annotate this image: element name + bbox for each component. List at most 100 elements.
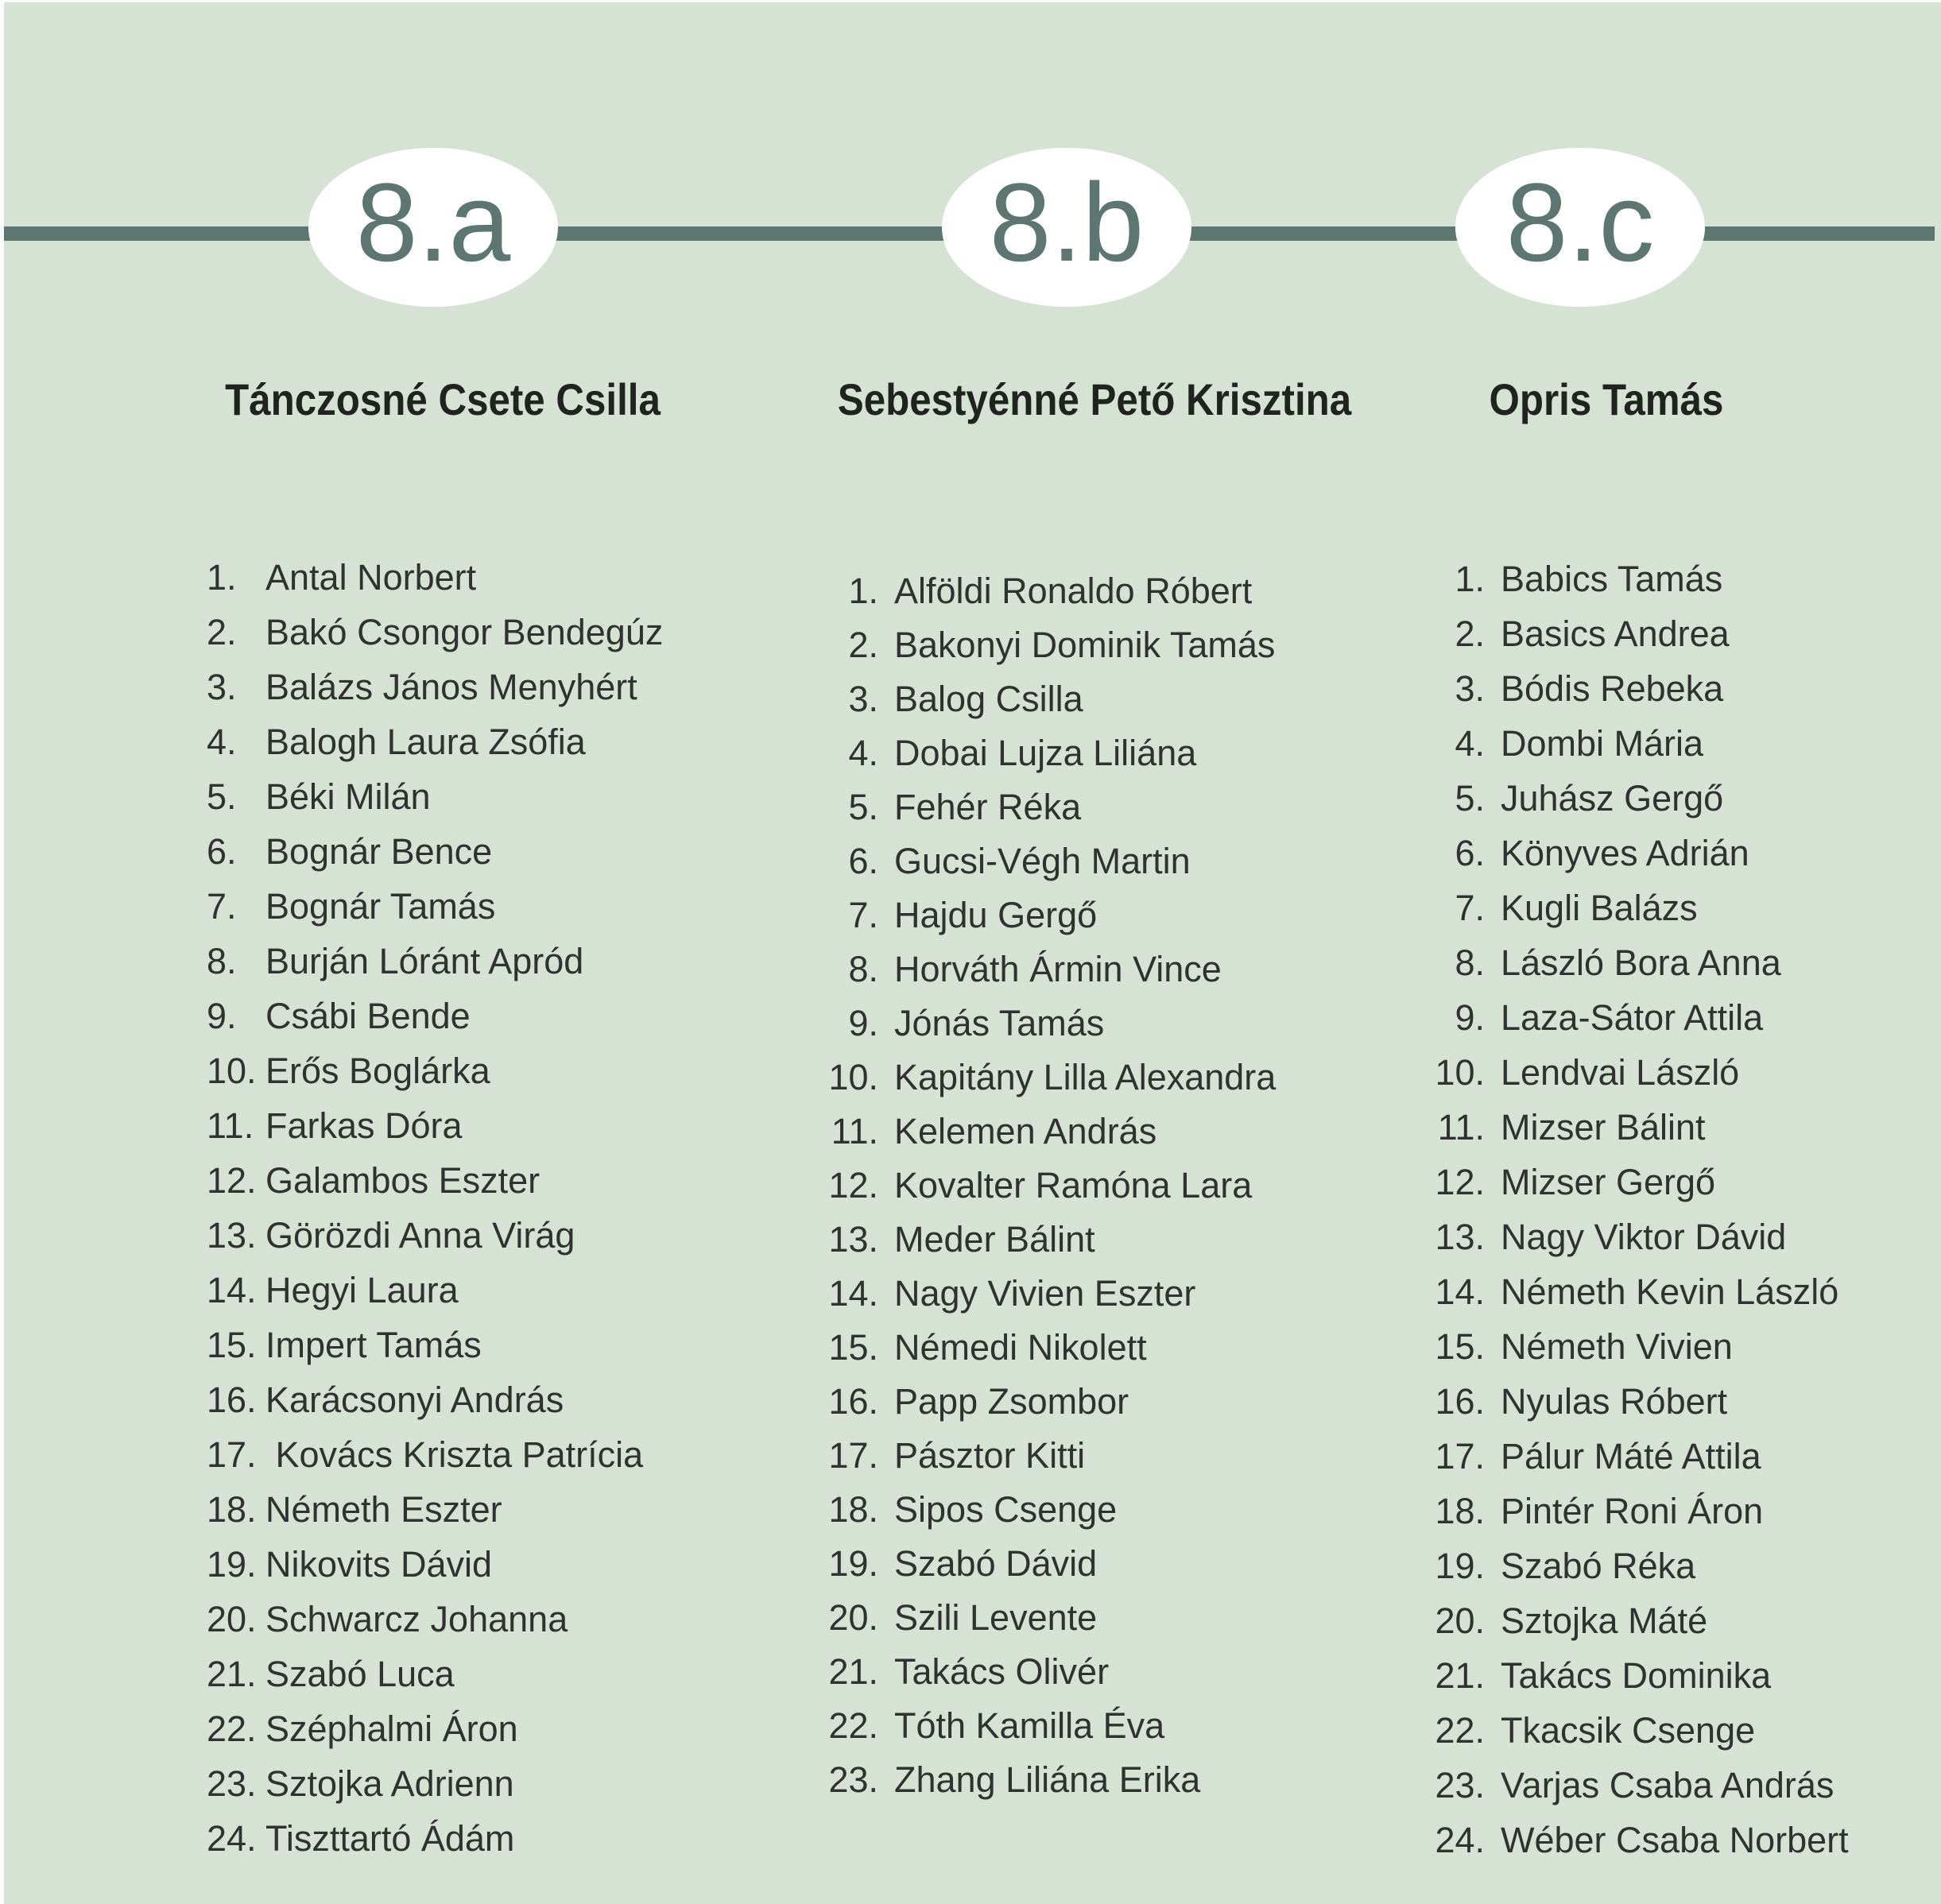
student-row: 21. Takács Dominika bbox=[1423, 1648, 1849, 1703]
student-number: 15. bbox=[207, 1325, 257, 1365]
student-row: 6. Gucsi-Végh Martin bbox=[811, 834, 1276, 888]
student-row: 23. Sztojka Adrienn bbox=[207, 1756, 663, 1811]
student-number: 6. bbox=[207, 831, 237, 872]
student-row: 2. Bakó Csongor Bendegúz bbox=[207, 605, 663, 660]
student-number: 16. bbox=[1435, 1381, 1485, 1422]
student-name: Bognár Tamás bbox=[265, 886, 496, 927]
student-number: 7. bbox=[848, 895, 878, 935]
student-name: Szabó Réka bbox=[1501, 1546, 1696, 1586]
student-name: Sztojka Máté bbox=[1501, 1600, 1708, 1641]
student-number: 11. bbox=[831, 1111, 878, 1151]
student-name: Németh Vivien bbox=[1501, 1326, 1733, 1367]
student-name: Bakonyi Dominik Tamás bbox=[894, 625, 1276, 665]
student-name: Könyves Adrián bbox=[1501, 833, 1749, 873]
student-name: Takács Dominika bbox=[1501, 1655, 1772, 1696]
student-number: 5. bbox=[207, 776, 237, 817]
student-number: 22. bbox=[828, 1705, 878, 1746]
student-number: 8. bbox=[207, 941, 237, 981]
student-row: 11. Farkas Dóra bbox=[207, 1098, 663, 1153]
student-row: 20. Schwarcz Johanna bbox=[207, 1592, 663, 1647]
student-list-8a: 1. Antal Norbert 2. Bakó Csongor Bendegúz 3.… bbox=[207, 550, 663, 1866]
student-row: 6. Könyves Adrián bbox=[1423, 826, 1849, 880]
student-name: Jónás Tamás bbox=[894, 1003, 1105, 1043]
student-name: Bódis Rebeka bbox=[1501, 668, 1724, 709]
student-number: 3. bbox=[1455, 668, 1485, 709]
student-name: Kovalter Ramóna Lara bbox=[894, 1165, 1253, 1205]
student-name: Béki Milán bbox=[265, 776, 431, 817]
student-number: 19. bbox=[1435, 1546, 1485, 1586]
student-number: 16. bbox=[828, 1381, 878, 1422]
student-row: 16. Papp Zsombor bbox=[811, 1375, 1276, 1429]
student-number: 22. bbox=[1435, 1710, 1485, 1751]
student-number: 20. bbox=[1435, 1600, 1485, 1641]
teacher-name-8c: Opris Tamás bbox=[1489, 374, 1724, 424]
student-number: 22. bbox=[207, 1709, 257, 1749]
student-number: 23. bbox=[1435, 1765, 1485, 1805]
student-row: 13. Görözdi Anna Virág bbox=[207, 1208, 663, 1263]
student-number: 19. bbox=[207, 1544, 257, 1585]
student-number: 6. bbox=[848, 841, 878, 881]
student-row: 9. Csábi Bende bbox=[207, 989, 663, 1043]
student-name: Laza-Sátor Attila bbox=[1501, 997, 1764, 1038]
student-row: 16. Karácsonyi András bbox=[207, 1372, 663, 1427]
student-row: 12. Mizser Gergő bbox=[1423, 1155, 1849, 1209]
student-list-8c: 1. Babics Tamás 2. Basics Andrea 3. Bódis Reb… bbox=[1423, 551, 1849, 1867]
student-number: 20. bbox=[828, 1597, 878, 1638]
student-number: 2. bbox=[207, 612, 237, 652]
student-name: Kovács Kriszta Patrícia bbox=[265, 1434, 644, 1475]
student-row: 22. Széphalmi Áron bbox=[207, 1701, 663, 1756]
student-name: Wéber Csaba Norbert bbox=[1501, 1820, 1849, 1860]
student-name: Szili Levente bbox=[894, 1597, 1098, 1638]
student-row: 8. Horváth Ármin Vince bbox=[811, 942, 1276, 997]
student-name: Balázs János Menyhért bbox=[265, 667, 637, 707]
student-row: 15. Némedi Nikolett bbox=[811, 1321, 1276, 1375]
student-row: 14. Németh Kevin László bbox=[1423, 1264, 1849, 1319]
student-name: Varjas Csaba András bbox=[1501, 1765, 1834, 1805]
student-name: Németh Kevin László bbox=[1501, 1271, 1839, 1312]
student-row: 12. Kovalter Ramóna Lara bbox=[811, 1159, 1276, 1213]
class-badge-8a: 8.a bbox=[308, 148, 558, 307]
student-name: Pálur Máté Attila bbox=[1501, 1436, 1761, 1476]
student-row: 13. Meder Bálint bbox=[811, 1213, 1276, 1267]
student-name: Nagy Viktor Dávid bbox=[1501, 1217, 1787, 1257]
class-badge-label: 8.b bbox=[989, 160, 1145, 284]
student-row: 1. Antal Norbert bbox=[207, 550, 663, 605]
student-name: Alföldi Ronaldo Róbert bbox=[894, 571, 1253, 611]
student-row: 7. Kugli Balázs bbox=[1423, 880, 1849, 935]
student-name: Tiszttartó Ádám bbox=[265, 1818, 515, 1859]
top-edge-highlight bbox=[0, 0, 1941, 2]
student-row: 6. Bognár Bence bbox=[207, 824, 663, 879]
student-number: 10. bbox=[828, 1057, 878, 1097]
student-number: 4. bbox=[207, 722, 237, 762]
student-number: 12. bbox=[828, 1165, 878, 1205]
student-number: 9. bbox=[207, 996, 237, 1036]
student-number: 12. bbox=[207, 1160, 257, 1201]
student-number: 5. bbox=[848, 787, 878, 827]
student-number: 17. bbox=[207, 1434, 257, 1475]
student-number: 9. bbox=[848, 1003, 878, 1043]
student-number: 12. bbox=[1435, 1162, 1485, 1202]
student-row: 7. Bognár Tamás bbox=[207, 879, 663, 934]
student-row: 21. Takács Olivér bbox=[811, 1645, 1276, 1699]
student-name: Impert Tamás bbox=[265, 1325, 482, 1365]
student-number: 17. bbox=[1435, 1436, 1485, 1476]
student-number: 13. bbox=[207, 1215, 257, 1256]
student-row: 10. Erős Boglárka bbox=[207, 1043, 663, 1098]
student-number: 18. bbox=[1435, 1491, 1485, 1531]
student-number: 11. bbox=[207, 1105, 254, 1146]
student-row: 4. Dombi Mária bbox=[1423, 716, 1849, 771]
student-name: Basics Andrea bbox=[1501, 613, 1730, 654]
student-name: Farkas Dóra bbox=[265, 1105, 463, 1146]
student-number: 19. bbox=[828, 1543, 878, 1584]
student-name: Juhász Gergő bbox=[1501, 778, 1724, 818]
student-row: 2. Basics Andrea bbox=[1423, 606, 1849, 661]
student-row: 17. Pálur Máté Attila bbox=[1423, 1429, 1849, 1484]
student-row: 2. Bakonyi Dominik Tamás bbox=[811, 618, 1276, 672]
student-name: Zhang Liliána Erika bbox=[894, 1759, 1201, 1800]
student-row: 20. Szili Levente bbox=[811, 1591, 1276, 1645]
student-name: Csábi Bende bbox=[265, 996, 471, 1036]
student-row: 5. Fehér Réka bbox=[811, 780, 1276, 834]
student-number: 11. bbox=[1437, 1107, 1485, 1147]
student-row: 7. Hajdu Gergő bbox=[811, 888, 1276, 942]
student-row: 12. Galambos Eszter bbox=[207, 1153, 663, 1208]
